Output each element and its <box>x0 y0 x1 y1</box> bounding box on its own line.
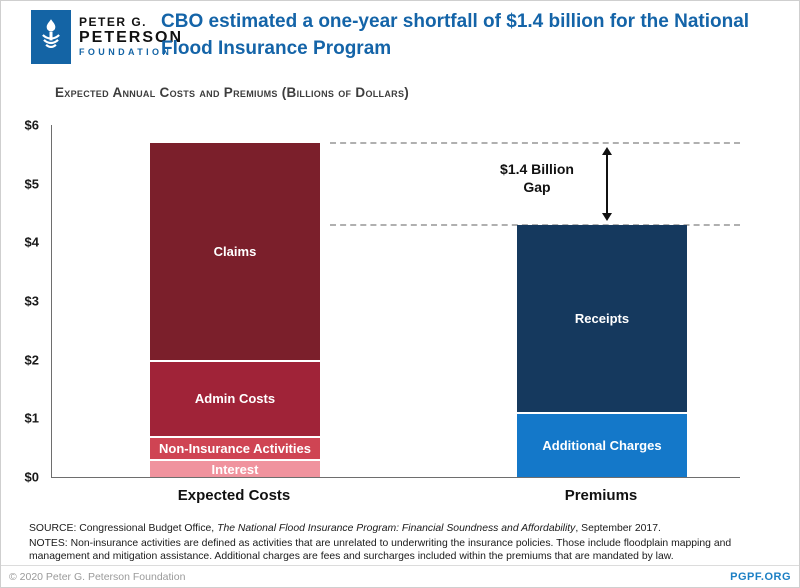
x-axis-labels: Expected Costs Premiums <box>51 487 739 507</box>
copyright-text: © 2020 Peter G. Peterson Foundation <box>9 570 186 583</box>
y-axis-tick-label: $2 <box>24 352 39 368</box>
y-axis-tick-label: $4 <box>24 234 39 250</box>
page-title: CBO estimated a one-year shortfall of $1… <box>161 11 750 59</box>
y-axis: $0 $1 $2 $3 $4 $5 $6 <box>1 118 45 485</box>
bar-segment-label: Additional Charges <box>542 438 662 454</box>
bar-premiums: Additional Charges Receipts <box>517 224 687 477</box>
footer-bottom-bar: © 2020 Peter G. Peterson Foundation PGPF… <box>1 565 799 587</box>
footer-notes-block: SOURCE: Congressional Budget Office, The… <box>29 522 773 564</box>
y-axis-tick-label: $1 <box>24 410 39 426</box>
category-label-premiums: Premiums <box>564 487 638 504</box>
source-title: The National Flood Insurance Program: Fi… <box>217 523 576 534</box>
logo-line-1: PETER G. <box>79 14 148 29</box>
bar-segment-label: Admin Costs <box>194 391 276 407</box>
category-label-expected-costs: Expected Costs <box>177 487 291 504</box>
site-link[interactable]: PGPF.ORG <box>730 570 791 583</box>
logo-line-2: PETERSON <box>79 28 184 46</box>
chart-subtitle: Expected Annual Costs and Premiums (Bill… <box>55 85 410 100</box>
bar-segment-receipts: Receipts <box>517 224 687 413</box>
source-suffix: , September 2017. <box>575 523 661 534</box>
bar-expected-costs: Interest Non-Insurance Activities Admin Co… <box>150 142 320 477</box>
bar-segment-label: Claims <box>213 243 257 259</box>
bar-segment-admin-costs: Admin Costs <box>150 359 320 436</box>
pgpf-logo-text: PETER G. PETERSON FOUNDATION <box>79 14 184 59</box>
pgpf-logo-mark <box>31 10 71 64</box>
torch-icon <box>38 17 64 58</box>
gap-annotation-label: $1.4 Billion Gap <box>482 161 592 196</box>
y-axis-tick-label: $3 <box>24 293 39 309</box>
gap-dashed-line-lower <box>330 223 740 226</box>
gap-label-line-2: Gap <box>523 178 551 195</box>
y-axis-tick-label: $6 <box>24 117 39 133</box>
gap-double-arrow-icon <box>600 146 614 221</box>
bar-segment-label: Receipts <box>574 311 630 327</box>
footer-source: SOURCE: Congressional Budget Office, The… <box>29 522 773 536</box>
bar-segment-interest: Interest <box>150 459 320 477</box>
logo-line-3: FOUNDATION <box>79 47 173 58</box>
gap-label-line-1: $1.4 Billion <box>500 161 574 177</box>
chart-plot-area: Interest Non-Insurance Activities Admin Co… <box>51 125 740 478</box>
bar-segment-additional-charges: Additional Charges <box>517 412 687 477</box>
source-prefix: SOURCE: Congressional Budget Office, <box>29 523 218 534</box>
gap-arrow-shaft <box>606 149 608 218</box>
pgpf-logo: PETER G. PETERSON FOUNDATION <box>31 10 183 64</box>
bar-segment-non-insurance-activities: Non-Insurance Activities <box>150 435 320 460</box>
bar-segment-label: Non-Insurance Activities <box>159 441 311 457</box>
bar-segment-label: Interest <box>211 461 259 477</box>
footer-notes: NOTES: Non-insurance activities are defi… <box>29 537 732 563</box>
bar-segment-claims: Claims <box>150 142 320 360</box>
y-axis-tick-label: $5 <box>24 176 39 192</box>
gap-dashed-line-upper <box>330 141 740 144</box>
y-axis-tick-label: $0 <box>24 469 39 485</box>
